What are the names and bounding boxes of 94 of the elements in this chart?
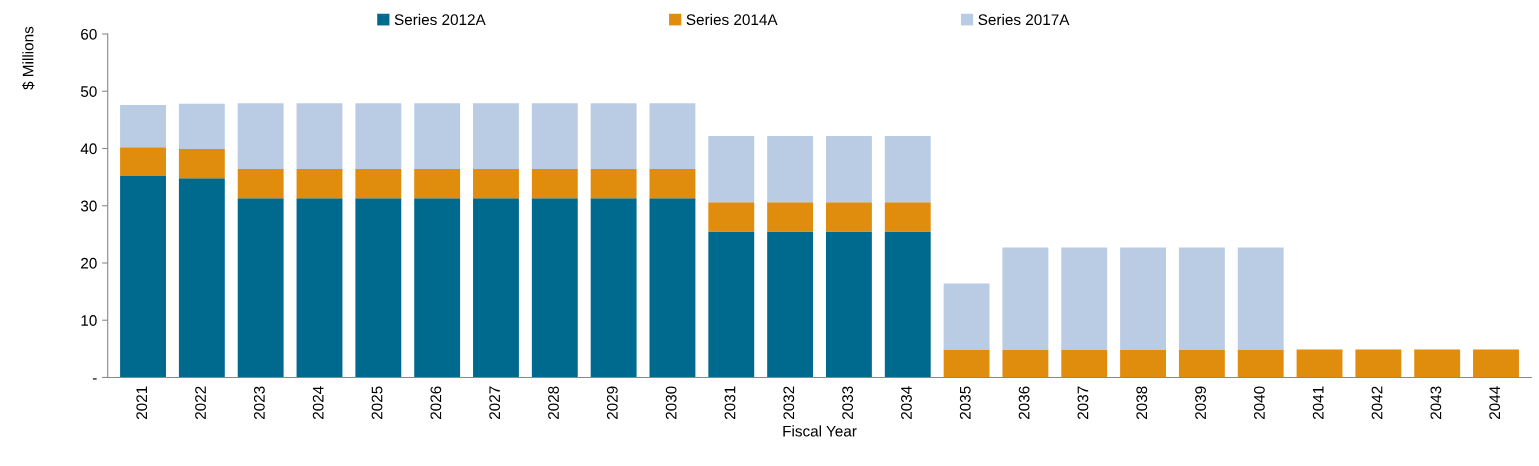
x-tick-label: 2021 — [136, 386, 148, 420]
bar — [708, 135, 755, 203]
x-tick-label: 2035 — [959, 386, 971, 420]
x-tick-label: 2025 — [371, 386, 383, 420]
bar — [825, 135, 872, 203]
bar — [178, 103, 225, 150]
x-tick-label: 2026 — [430, 386, 442, 420]
bar — [1178, 349, 1225, 378]
bar — [649, 103, 696, 170]
bar — [1061, 247, 1108, 350]
y-tick-label: 20 — [81, 257, 97, 269]
legend-label: Series 2014A — [686, 13, 778, 26]
x-tick-label: 2042 — [1371, 386, 1383, 420]
bar — [590, 103, 637, 170]
bar — [767, 202, 814, 232]
bar — [884, 202, 931, 232]
bar — [825, 202, 872, 232]
bar — [1120, 247, 1166, 350]
bar — [355, 198, 402, 378]
bar — [943, 283, 990, 350]
y-tick-label: 30 — [80, 200, 97, 212]
y-tick-label: - — [92, 378, 97, 380]
bar — [1237, 349, 1284, 378]
bar — [296, 198, 343, 378]
bar — [1296, 349, 1343, 378]
bar — [1178, 247, 1225, 350]
bar — [1061, 349, 1108, 378]
bar — [296, 103, 343, 170]
bar — [1473, 349, 1519, 378]
x-tick-label: 2038 — [1136, 386, 1148, 420]
bar — [708, 202, 755, 232]
bar — [355, 169, 402, 199]
x-tick-label: 2044 — [1489, 386, 1501, 420]
bar — [825, 231, 872, 378]
y-tick-label: 60 — [81, 28, 97, 40]
x-tick-label: 2029 — [606, 386, 618, 420]
y-tick-label: 10 — [81, 315, 97, 326]
bar — [1414, 349, 1461, 378]
bar — [1002, 247, 1049, 350]
bar — [767, 231, 814, 378]
bar — [884, 231, 931, 378]
x-tick-label: 2039 — [1195, 386, 1206, 420]
x-tick-label: 2040 — [1253, 386, 1265, 420]
bar — [120, 175, 166, 378]
bar — [178, 178, 225, 378]
legend-label: Series 2012A — [394, 13, 486, 26]
bar — [237, 103, 284, 170]
x-tick-label: 2031 — [724, 386, 736, 420]
x-tick-label: 2036 — [1018, 386, 1030, 420]
x-tick-label: 2043 — [1430, 386, 1442, 420]
x-tick-label: 2037 — [1077, 386, 1089, 420]
bar — [355, 103, 402, 170]
bar — [1355, 349, 1402, 378]
bar — [943, 349, 990, 378]
bar — [531, 103, 578, 170]
x-tick-label: 2033 — [842, 386, 854, 420]
bar — [414, 169, 461, 199]
bar — [649, 198, 696, 378]
bar — [473, 198, 519, 378]
bar — [237, 169, 284, 199]
bar — [708, 231, 755, 378]
bar — [531, 198, 578, 378]
x-axis-title: Fiscal Year — [783, 425, 857, 437]
bar — [531, 169, 578, 199]
bar — [120, 105, 166, 148]
y-axis-title: $ Millions — [22, 26, 35, 90]
y-tick-label: 50 — [80, 86, 97, 97]
x-tick-label: 2030 — [665, 386, 677, 420]
bar — [414, 103, 461, 170]
bar — [884, 135, 931, 203]
x-tick-label: 2032 — [783, 386, 795, 420]
x-tick-label: 2028 — [548, 386, 559, 420]
bar — [473, 169, 519, 199]
x-tick-label: 2023 — [253, 386, 265, 420]
bar — [1002, 349, 1049, 378]
bar — [767, 135, 814, 203]
legend-label: Series 2017A — [978, 13, 1070, 26]
bar — [590, 169, 637, 199]
x-tick-label: 2027 — [489, 386, 501, 420]
bar — [1237, 247, 1284, 350]
y-tick-label: 40 — [80, 143, 97, 155]
bar — [590, 198, 637, 378]
bar — [1120, 349, 1166, 378]
x-tick-label: 2034 — [901, 386, 912, 420]
bar — [649, 169, 696, 199]
bar — [473, 103, 519, 170]
x-tick-label: 2024 — [312, 386, 324, 420]
bar — [414, 198, 461, 378]
bar — [120, 147, 166, 176]
bar — [237, 198, 284, 378]
bar — [178, 149, 225, 179]
x-tick-label: 2022 — [195, 386, 206, 420]
bar — [296, 169, 343, 199]
x-tick-label: 2041 — [1312, 386, 1324, 420]
